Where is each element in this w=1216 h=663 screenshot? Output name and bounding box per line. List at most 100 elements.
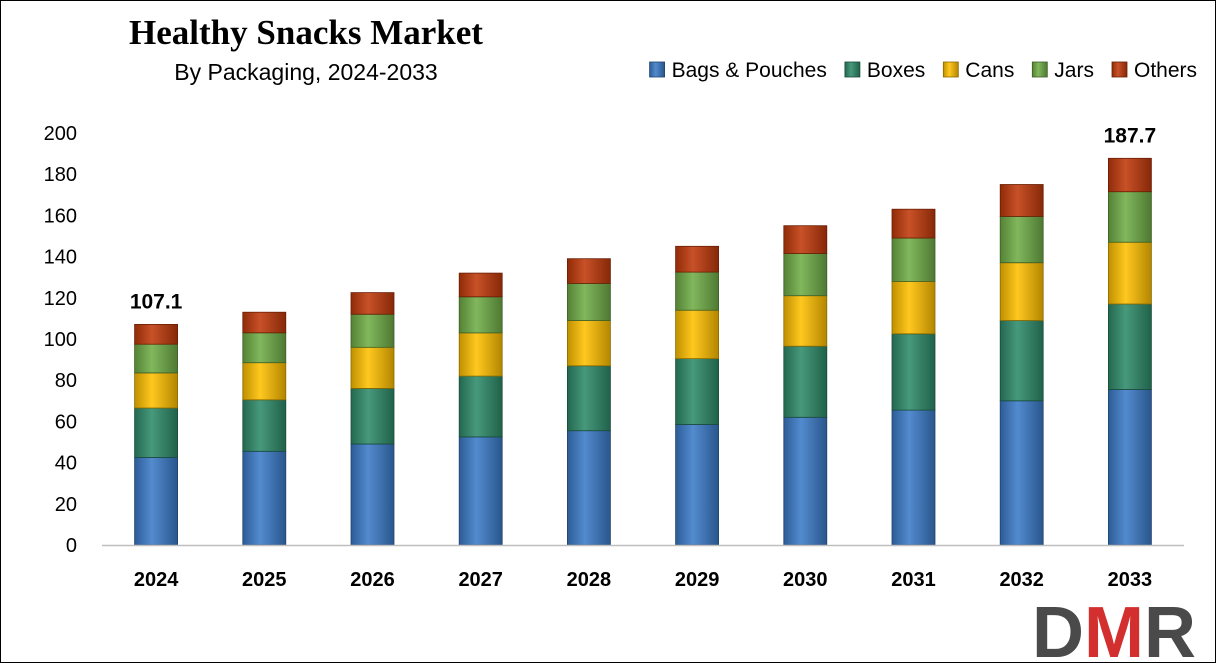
y-tick-label: 160 bbox=[44, 205, 77, 227]
bar-cans-2025 bbox=[242, 362, 287, 401]
bar-jars-2031 bbox=[891, 237, 936, 282]
x-tick-label-2025: 2025 bbox=[242, 569, 287, 591]
bar-bags-and-pouches-2029 bbox=[675, 424, 719, 546]
bar-jars-2027 bbox=[458, 296, 503, 334]
x-tick-label-2024: 2024 bbox=[134, 569, 179, 591]
y-tick-label: 120 bbox=[44, 288, 77, 310]
x-tick-label-2030: 2030 bbox=[783, 569, 828, 591]
legend: Bags & Pouches Boxes Cans Jars Others bbox=[649, 59, 1197, 82]
legend-label-bags-and-pouches: Bags & Pouches bbox=[672, 59, 827, 82]
bar-boxes-2025 bbox=[242, 399, 287, 452]
x-tick-label-2029: 2029 bbox=[675, 569, 720, 591]
legend-label-boxes: Boxes bbox=[867, 59, 925, 82]
bar-others-2029 bbox=[675, 245, 719, 273]
bar-bags-and-pouches-2025 bbox=[242, 450, 287, 546]
bars bbox=[134, 157, 1152, 546]
legend-swatch-boxes bbox=[844, 61, 861, 78]
legend-swatch-jars bbox=[1031, 61, 1048, 78]
data-label-2024: 107.1 bbox=[130, 290, 183, 313]
dmr-logo: DMR bbox=[1032, 593, 1196, 662]
x-tick-label-2026: 2026 bbox=[350, 569, 395, 591]
y-tick-label: 140 bbox=[44, 247, 77, 269]
legend-label-others: Others bbox=[1134, 59, 1197, 82]
bar-jars-2033 bbox=[1108, 191, 1152, 243]
y-tick-label: 80 bbox=[55, 370, 77, 392]
bar-boxes-2030 bbox=[783, 345, 828, 418]
bar-others-2033 bbox=[1108, 157, 1152, 193]
legend-swatch-cans bbox=[942, 61, 959, 78]
bar-stack-2031 bbox=[891, 208, 936, 546]
y-tick-label: 20 bbox=[55, 494, 77, 516]
bar-stack-2028 bbox=[567, 258, 611, 546]
bar-stack-2024 bbox=[134, 323, 179, 546]
bar-bags-and-pouches-2028 bbox=[567, 430, 611, 546]
bar-cans-2029 bbox=[675, 309, 719, 360]
bar-boxes-2027 bbox=[458, 375, 503, 438]
bar-boxes-2024 bbox=[134, 407, 179, 458]
y-tick-label: 100 bbox=[44, 329, 77, 351]
bar-stack-2027 bbox=[458, 272, 503, 546]
bar-stack-2032 bbox=[999, 184, 1044, 546]
legend-item-others: Others bbox=[1111, 59, 1197, 82]
bar-bags-and-pouches-2026 bbox=[350, 443, 395, 546]
bar-jars-2025 bbox=[242, 332, 287, 364]
x-tick-label-2028: 2028 bbox=[567, 569, 612, 591]
bar-cans-2028 bbox=[567, 320, 611, 367]
bar-others-2024 bbox=[134, 323, 179, 345]
bar-others-2025 bbox=[242, 311, 287, 334]
bar-cans-2033 bbox=[1108, 241, 1152, 305]
bar-others-2026 bbox=[350, 292, 395, 315]
bar-bags-and-pouches-2024 bbox=[134, 456, 179, 546]
legend-item-jars: Jars bbox=[1031, 59, 1094, 82]
bar-jars-2028 bbox=[567, 282, 611, 321]
legend-label-jars: Jars bbox=[1054, 59, 1094, 82]
bar-others-2028 bbox=[567, 258, 611, 284]
x-axis: 2024 2025 2026 2027 2028 2029 2030 2031 2032 2033 bbox=[102, 544, 1184, 591]
legend-swatch-others bbox=[1111, 61, 1128, 78]
bar-jars-2032 bbox=[999, 215, 1044, 264]
bar-boxes-2032 bbox=[999, 320, 1044, 402]
bar-others-2030 bbox=[783, 225, 828, 254]
chart-subtitle: By Packaging, 2024-2033 bbox=[174, 59, 437, 85]
bar-others-2032 bbox=[999, 184, 1044, 217]
x-tick-label-2031: 2031 bbox=[891, 569, 936, 591]
y-tick-label: 180 bbox=[44, 164, 77, 186]
legend-item-boxes: Boxes bbox=[844, 59, 925, 82]
legend-item-cans: Cans bbox=[942, 59, 1014, 82]
bar-stack-2030 bbox=[783, 225, 828, 546]
bar-stack-2029 bbox=[675, 245, 719, 546]
bar-stack-2026 bbox=[350, 292, 395, 546]
y-tick-label: 0 bbox=[66, 535, 77, 557]
data-label-2033: 187.7 bbox=[1104, 124, 1157, 147]
bar-cans-2024 bbox=[134, 372, 179, 409]
bar-boxes-2033 bbox=[1108, 303, 1152, 390]
bar-bags-and-pouches-2031 bbox=[891, 409, 936, 546]
bar-jars-2024 bbox=[134, 343, 179, 374]
legend-label-cans: Cans bbox=[965, 59, 1014, 82]
legend-swatch-bags-and-pouches bbox=[649, 61, 665, 78]
legend-item-bags-and-pouches: Bags & Pouches bbox=[649, 59, 827, 82]
y-tick-label: 200 bbox=[44, 123, 77, 145]
bar-boxes-2026 bbox=[350, 387, 395, 445]
bar-cans-2031 bbox=[891, 280, 936, 335]
bar-bags-and-pouches-2027 bbox=[458, 436, 503, 546]
bar-bags-and-pouches-2033 bbox=[1108, 389, 1152, 546]
bar-cans-2026 bbox=[350, 346, 395, 389]
chart-title: Healthy Snacks Market bbox=[129, 13, 483, 52]
logo-text: DMR bbox=[1032, 593, 1196, 662]
bar-bags-and-pouches-2032 bbox=[999, 400, 1044, 546]
bar-jars-2030 bbox=[783, 253, 828, 297]
y-axis: 0 20 40 60 80 100 120 140 160 180 200 bbox=[44, 123, 77, 557]
x-tick-label-2027: 2027 bbox=[458, 569, 503, 591]
bar-stack-2025 bbox=[242, 311, 287, 546]
y-tick-label: 40 bbox=[55, 453, 77, 475]
data-labels: 107.1 187.7 bbox=[130, 124, 1156, 313]
bar-cans-2027 bbox=[458, 332, 503, 377]
bar-bags-and-pouches-2030 bbox=[783, 416, 828, 546]
bar-stack-2033 bbox=[1108, 157, 1152, 546]
bar-boxes-2031 bbox=[891, 333, 936, 411]
bar-boxes-2028 bbox=[567, 365, 611, 432]
bar-others-2031 bbox=[891, 208, 936, 239]
